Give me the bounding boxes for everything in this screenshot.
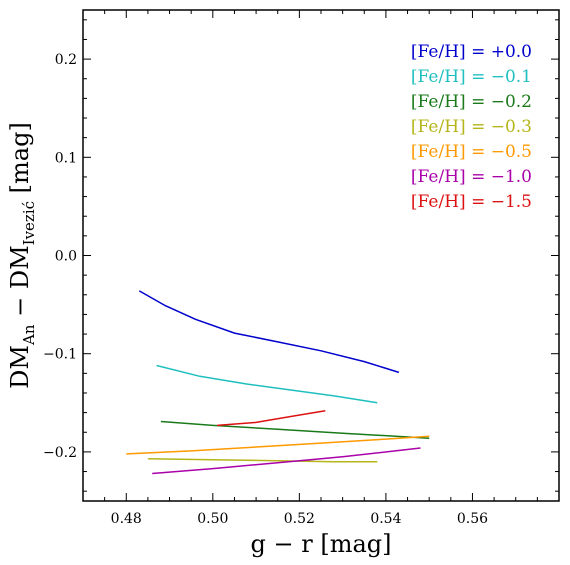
plot-frame — [82, 9, 560, 502]
legend-entry: [Fe/H] = −0.5 — [411, 142, 532, 162]
x-tick-label: 0.50 — [197, 511, 228, 527]
series-line-2 — [160, 420, 430, 439]
y-tick-label: 0.1 — [55, 150, 77, 166]
series-line-5 — [152, 447, 421, 475]
x-axis-label: g − r [mag] — [251, 530, 392, 558]
legend-entry: [Fe/H] = −1.0 — [411, 167, 532, 187]
legend-entry: [Fe/H] = −1.5 — [411, 192, 532, 212]
series-line-3 — [147, 458, 378, 463]
legend-entry: [Fe/H] = −0.3 — [411, 117, 532, 137]
series-line-6 — [217, 409, 326, 427]
y-tick-labels: −0.2 −0.1 0.0 0.1 0.2 — [43, 52, 77, 461]
legend-entry: [Fe/H] = +0.0 — [411, 42, 532, 62]
x-tick-labels: 0.48 0.50 0.52 0.54 0.56 — [111, 511, 488, 527]
legend-entry: [Fe/H] = −0.2 — [411, 92, 532, 112]
y-tick-label: −0.2 — [43, 445, 77, 461]
y-tick-label: 0.0 — [55, 249, 77, 265]
y-axis-label: DMAn − DMIvezić [mag] — [6, 122, 38, 389]
legend: [Fe/H] = +0.0 [Fe/H] = −0.1 [Fe/H] = −0.2 [… — [411, 42, 532, 212]
series-line-4 — [126, 435, 430, 455]
y-label-post: [mag] — [6, 122, 34, 201]
y-label-mid: − DM — [6, 245, 34, 324]
x-tick-label: 0.54 — [370, 511, 401, 527]
series-lines — [126, 290, 430, 475]
y-tick-label: −0.1 — [43, 347, 77, 363]
series-line-1 — [156, 364, 378, 404]
y-label-sub2: Ivezić — [20, 201, 38, 245]
legend-entry: [Fe/H] = −0.1 — [411, 67, 532, 87]
y-label-pre: DM — [6, 345, 34, 389]
x-tick-label: 0.48 — [111, 511, 142, 527]
y-label-sub1: An — [20, 324, 38, 346]
x-tick-label: 0.52 — [284, 511, 315, 527]
x-tick-label: 0.56 — [457, 511, 488, 527]
y-tick-label: 0.2 — [55, 52, 77, 68]
series-line-0 — [138, 290, 400, 374]
